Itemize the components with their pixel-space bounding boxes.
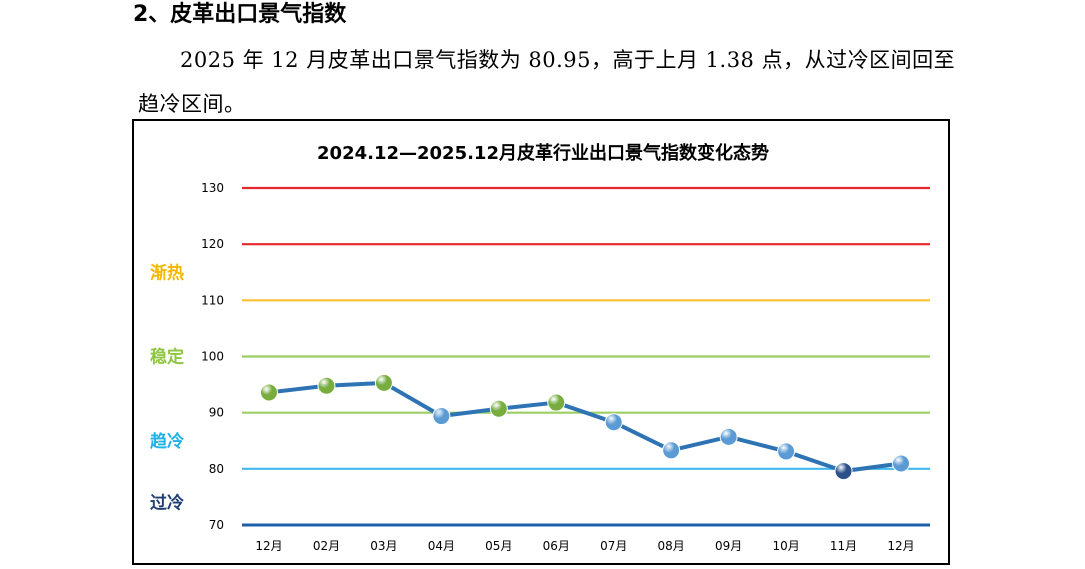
y-tick-label: 80 — [209, 462, 224, 476]
zone-label: 稳定 — [150, 347, 184, 368]
data-point — [374, 373, 393, 392]
zone-label: 趋冷 — [150, 431, 184, 452]
data-point — [432, 407, 451, 426]
x-tick-label: 07月 — [600, 539, 627, 553]
data-point — [317, 376, 336, 395]
y-tick-label: 100 — [201, 350, 224, 364]
line-chart: 2024.12—2025.12月皮革行业出口景气指数变化态势 70 80 90 100… — [150, 142, 930, 553]
x-tick-label: 09月 — [715, 539, 742, 553]
y-tick-label: 130 — [201, 181, 224, 195]
x-tick-label: 03月 — [370, 539, 397, 553]
data-point — [719, 427, 738, 446]
x-axis-ticks: 12月 02月 03月 04月 05月 06月 07月 08月 09月 10月 11月 12月 — [255, 539, 914, 553]
x-tick-label: 10月 — [772, 539, 799, 553]
x-tick-label: 12月 — [255, 539, 282, 553]
x-tick-label: 11月 — [830, 539, 857, 553]
x-tick-label: 12月 — [887, 539, 914, 553]
data-point — [834, 462, 853, 481]
x-tick-label: 06月 — [543, 539, 570, 553]
chart-container: 2024.12—2025.12月皮革行业出口景气指数变化态势 70 80 90 100… — [132, 119, 950, 565]
data-point — [604, 413, 623, 432]
chart-title: 2024.12—2025.12月皮革行业出口景气指数变化态势 — [317, 142, 769, 164]
data-point — [260, 383, 278, 402]
data-point — [662, 441, 681, 460]
data-point — [892, 454, 910, 473]
series-polyline — [268, 380, 902, 474]
data-point — [547, 393, 566, 412]
y-tick-label: 70 — [209, 518, 224, 532]
y-tick-label: 90 — [209, 406, 224, 420]
series-line — [268, 380, 902, 474]
x-tick-label: 05月 — [485, 539, 512, 553]
x-tick-label: 04月 — [428, 539, 455, 553]
data-point — [489, 399, 508, 418]
summary-paragraph: 2025 年 12 月皮革出口景气指数为 80.95，高于上月 1.38 点，从… — [138, 48, 956, 116]
y-tick-label: 120 — [201, 237, 224, 251]
x-tick-label: 08月 — [658, 539, 685, 553]
data-point — [777, 442, 796, 461]
zone-label: 过冷 — [150, 493, 184, 514]
y-tick-label: 110 — [201, 293, 224, 307]
x-tick-label: 02月 — [313, 539, 340, 553]
y-axis-ticks: 70 80 90 100 110 120 130 — [201, 181, 224, 532]
data-markers — [260, 373, 910, 481]
zone-label: 渐热 — [150, 262, 184, 283]
section-heading: 2、皮革出口景气指数 — [133, 2, 347, 27]
threshold-lines — [242, 186, 930, 527]
